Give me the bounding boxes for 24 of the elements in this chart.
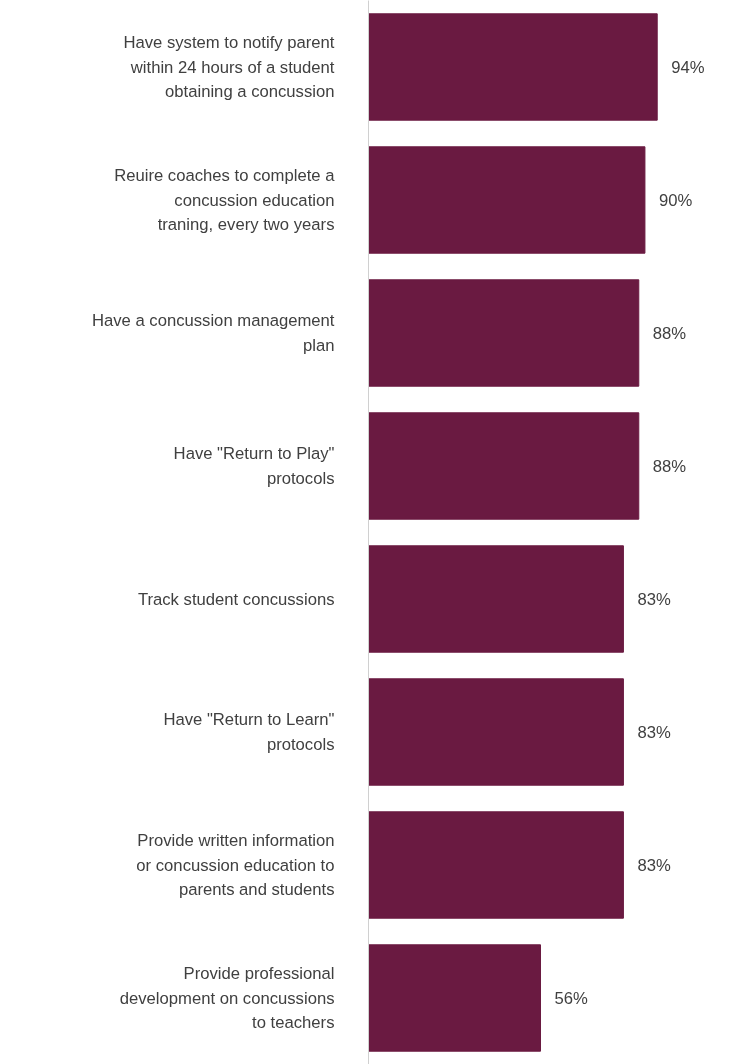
- bar: [368, 545, 624, 653]
- data-label: 56%: [554, 988, 589, 1008]
- bar: [368, 678, 624, 786]
- data-label: 83%: [637, 589, 671, 609]
- data-label: 90%: [658, 190, 693, 210]
- bar: [368, 279, 640, 387]
- y-tick-label: Have "Return to Learn" protocols: [163, 710, 335, 754]
- y-tick-label: Provide written information or concussion education to parents and students: [136, 830, 335, 900]
- y-tick-label: Have "Return to Play" protocols: [173, 444, 335, 488]
- bar: [368, 146, 646, 254]
- y-tick-label: Have system to notify parent within 24 hours of a student obtaining a concussion: [123, 32, 335, 102]
- bar: [368, 944, 541, 1052]
- data-label: 83%: [637, 722, 671, 742]
- bar: [368, 13, 658, 121]
- data-label: 83%: [637, 855, 671, 875]
- y-tick-label: Track student concussions: [137, 589, 335, 609]
- bar: [368, 811, 624, 919]
- data-label: 88%: [652, 323, 687, 343]
- y-tick-label: Reuire coaches to complete a concussion education traning, every two years: [114, 165, 336, 235]
- y-tick-label: Have a concussion management plan: [91, 311, 335, 355]
- data-label: 94%: [671, 57, 705, 77]
- y-tick-label: Provide professional development on concussions to teachers: [119, 963, 335, 1033]
- data-label: 88%: [652, 456, 687, 476]
- bar: [368, 412, 640, 520]
